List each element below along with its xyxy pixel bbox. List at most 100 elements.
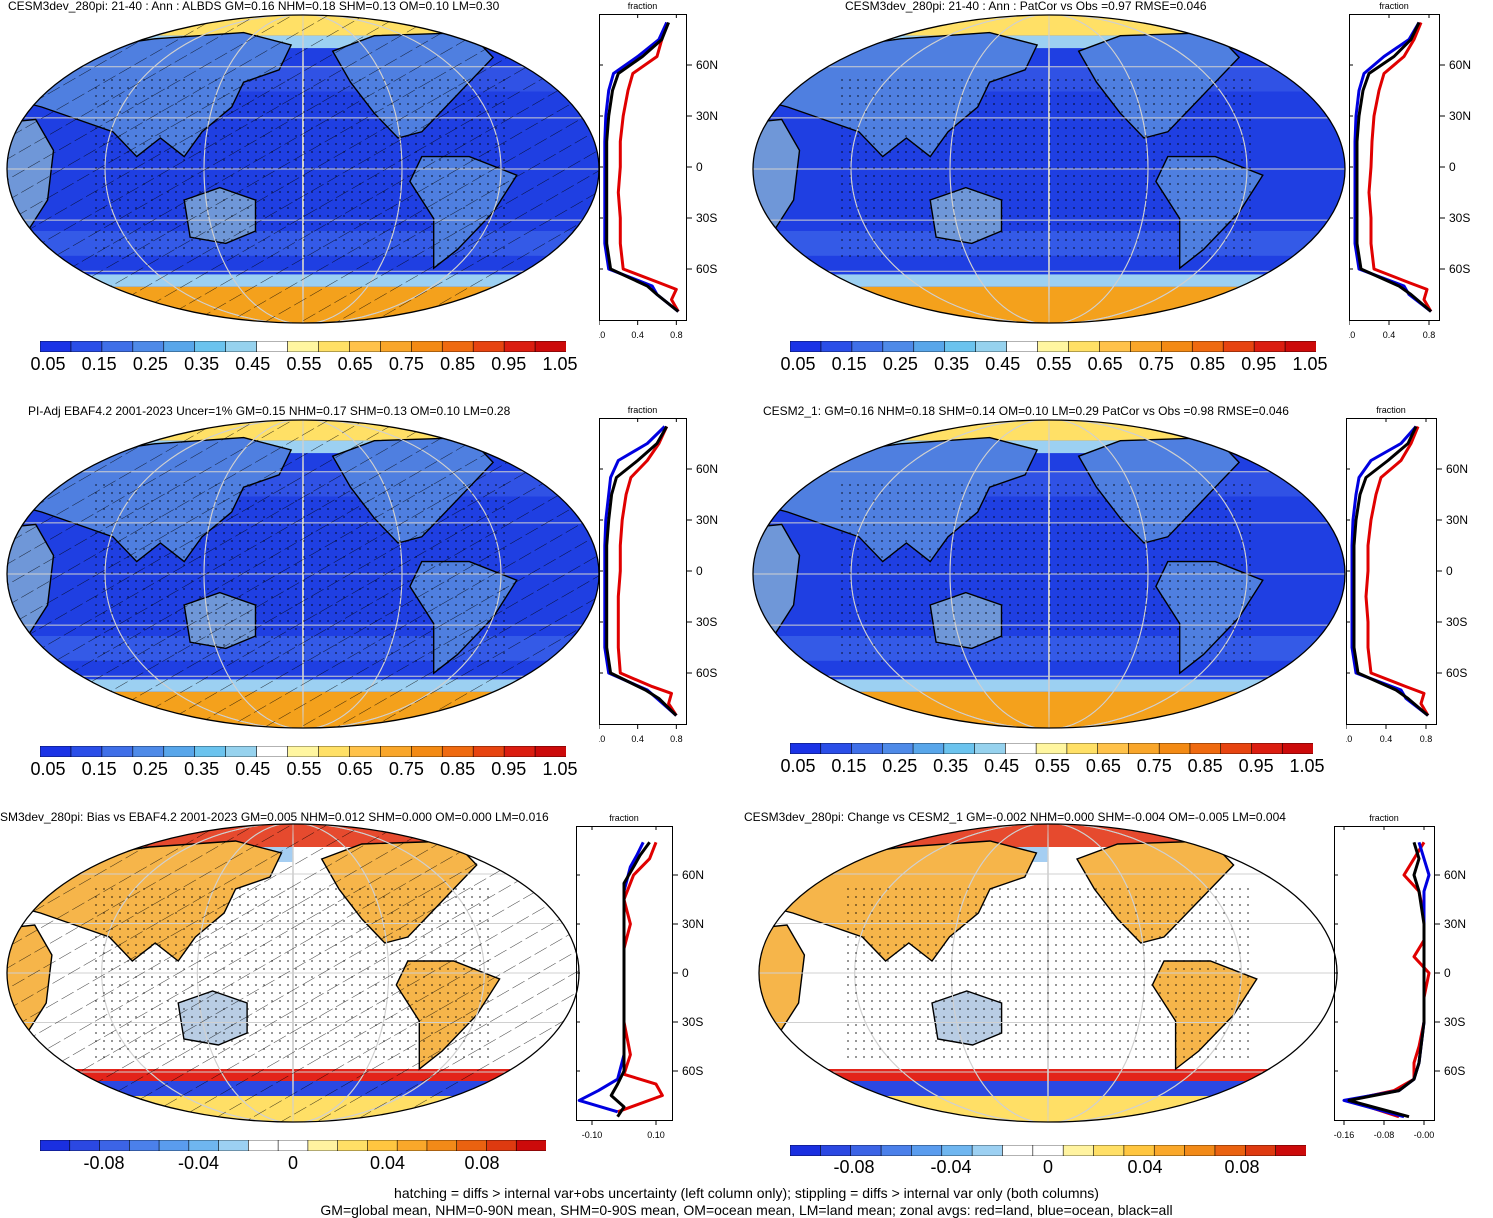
stippling [95, 76, 511, 262]
x-tick-label: 0.10 [647, 1130, 665, 1140]
robinson-map [6, 823, 580, 1123]
colorbar-bin [128, 1139, 160, 1152]
colorbar-tick-label: 0 [1042, 1157, 1053, 1177]
lat-tick-label: 30N [696, 109, 718, 123]
colorbar-container [39, 1138, 547, 1152]
colorbar-tick-label: 0.08 [464, 1153, 500, 1173]
zonal-series-line [577, 841, 645, 1114]
colorbar-bin [1222, 340, 1255, 353]
colorbar-bin [101, 745, 134, 758]
x-tick-label: 0.4 [631, 330, 644, 340]
x-tick-label: -0.08 [1374, 1130, 1395, 1140]
colorbar [39, 340, 567, 353]
colorbar-bin [486, 1139, 518, 1152]
colorbar-bin [974, 742, 1007, 755]
lat-tick-label: 30N [1444, 917, 1466, 931]
colorbar-bin [971, 1144, 1004, 1157]
lat-tick-label: 30S [1449, 211, 1470, 225]
colorbar-tick-label: 0.65 [337, 759, 373, 779]
zonal-frame [1346, 418, 1437, 725]
colorbar-tick-label: 1.05 [1289, 756, 1325, 776]
lat-tick-label: 30S [1444, 1015, 1465, 1029]
panel-title: CESM2_1: GM=0.16 NHM=0.18 SHM=0.14 OM=0.… [763, 404, 1289, 418]
colorbar-bin [943, 742, 976, 755]
colorbar-bin [380, 340, 413, 353]
colorbar-bin [225, 745, 258, 758]
zonal-series-line [616, 425, 678, 717]
colorbar-bin [472, 340, 505, 353]
colorbar-tick-label: 0.25 [882, 354, 918, 374]
colorbar-tick-label: 0.45 [985, 354, 1021, 374]
lat-tick-label: 0 [696, 564, 703, 578]
lat-tick-label: 30S [696, 615, 717, 629]
lat-tick-label: 60N [682, 868, 704, 882]
colorbar-bin [1191, 340, 1224, 353]
robinson-map [6, 419, 600, 729]
colorbar-bin [1244, 1144, 1277, 1157]
colorbar-tick-label: 0 [287, 1153, 298, 1173]
stippling [92, 883, 494, 1063]
colorbar-bin [287, 340, 320, 353]
lat-tick-label: 60N [696, 58, 718, 72]
colorbar-bin [1220, 742, 1253, 755]
colorbar-tick-label: 0.15 [831, 354, 867, 374]
robinson-map [758, 823, 1338, 1123]
colorbar-container [789, 339, 1317, 353]
lat-tick-label: 60S [1444, 1064, 1465, 1078]
colorbar-bin [1214, 1144, 1247, 1157]
zonal-mean-plot: 60N 30N 0 30S 60S -0.16 -0.08 -0.00 [1334, 826, 1493, 1150]
colorbar-bin [1275, 1144, 1307, 1157]
colorbar-bin [1093, 1144, 1125, 1157]
colorbar-bin [367, 1139, 398, 1152]
colorbar-bin [1002, 1144, 1034, 1157]
robinson-map [6, 14, 600, 324]
colorbar-tick-label: 0.55 [1034, 756, 1071, 776]
colorbar-tick-label: 0.75 [1138, 354, 1174, 374]
x-tick-label: -0.00 [1414, 1130, 1435, 1140]
colorbar-bin [218, 1139, 250, 1152]
lat-tick-label: 60N [1449, 58, 1471, 72]
colorbar-bin [380, 745, 413, 758]
stippling [95, 481, 511, 667]
footer-hatching-note: hatching = diffs > internal var+obs unce… [394, 1185, 1099, 1201]
x-tick-label: 0.4 [1380, 734, 1393, 744]
lat-tick-label: 60S [1449, 262, 1470, 276]
zonal-series-line [616, 22, 680, 313]
zonal-axis-label: fraction [1369, 813, 1399, 823]
colorbar-bin [472, 745, 505, 758]
x-tick-label: 0.0 [599, 330, 605, 340]
zonal-mean-plot: 60N 30N 0 30S 60S 0.0 0.4 0.8 [1340, 418, 1493, 754]
colorbar-tick-label: 0.85 [1187, 756, 1223, 776]
lat-tick-label: 60N [1444, 868, 1466, 882]
continent-greenland [515, 427, 572, 470]
colorbar-tick-label: 0.55 [286, 759, 322, 779]
x-tick-label: -0.10 [582, 1130, 603, 1140]
colorbar-tick-label: 0.04 [1127, 1157, 1163, 1177]
colorbar-tick-label: 0.55 [286, 354, 322, 374]
colorbar-tick-label: 1.05 [1292, 354, 1328, 374]
lat-tick-label: 0 [1446, 564, 1453, 578]
colorbar-bin [880, 1144, 913, 1157]
panel-title: CESM3dev_280pi: 21-40 : Ann : PatCor vs … [845, 0, 1207, 13]
colorbar-tick-label: 0.75 [388, 354, 424, 374]
zonal-series-line [605, 21, 680, 313]
colorbar-tick-label: 0.15 [831, 756, 867, 776]
colorbar-bin [911, 1144, 943, 1157]
colorbar-bin [318, 745, 351, 758]
colorbar-bin [1281, 742, 1314, 755]
colorbar-bin [99, 1139, 131, 1152]
zonal-series-line [603, 425, 678, 717]
colorbar-bin [163, 340, 196, 353]
lat-tick-label: 0 [696, 160, 703, 174]
colorbar-bin [534, 340, 567, 353]
colorbar-tick-label: 0.35 [184, 354, 220, 374]
colorbar-bin [1284, 340, 1317, 353]
x-tick-label: 0.8 [1420, 734, 1433, 744]
colorbar-tick-label: 0.75 [1136, 756, 1172, 776]
colorbar-bin [913, 340, 946, 353]
colorbar-bin [70, 340, 103, 353]
colorbar-bin [188, 1139, 220, 1152]
colorbar-tick-label: 0.25 [132, 759, 168, 779]
robinson-map [752, 14, 1346, 324]
colorbar-bin [1253, 340, 1286, 353]
